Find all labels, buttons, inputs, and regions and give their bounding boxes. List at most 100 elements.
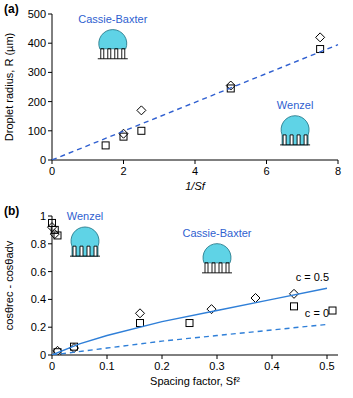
droplet-icon: [70, 227, 100, 256]
point: [329, 307, 336, 314]
annotation: Wenzel: [277, 99, 313, 111]
x-tick-label: 0.2: [154, 360, 169, 372]
x-tick-label: 0.4: [264, 360, 279, 372]
y-tick: [48, 355, 52, 356]
point: [316, 33, 325, 42]
x-tick-label: 6: [263, 165, 269, 177]
y-tick: [48, 327, 52, 328]
x-tick-label: 0.3: [209, 360, 224, 372]
y-tick: [48, 130, 52, 131]
panel-letter: (b): [4, 204, 19, 218]
y-tick: [48, 243, 52, 244]
line-label: c = 0: [305, 307, 329, 319]
y-tick-label: 0: [40, 349, 46, 361]
y-tick: [48, 72, 52, 73]
annotations: WenzelCassie-Baxter: [67, 210, 252, 273]
substrate: [202, 272, 232, 273]
point: [119, 129, 128, 138]
point: [137, 106, 146, 115]
x-tick-label: 8: [335, 165, 341, 177]
y-tick-label: 1: [40, 210, 46, 222]
line: [52, 45, 338, 160]
y-tick: [48, 101, 52, 102]
x-axis-title: 1/Sf: [185, 180, 206, 192]
point: [120, 133, 127, 140]
substrate: [70, 256, 100, 257]
x-tick-label: 0: [49, 165, 55, 177]
pillar: [219, 263, 222, 273]
pillar: [108, 49, 111, 59]
y-tick: [48, 14, 52, 15]
pillar: [115, 49, 118, 59]
droplet: [203, 244, 231, 263]
pillar: [290, 135, 293, 145]
y-tick-label: 0.6: [31, 266, 46, 278]
x-tick: [162, 355, 163, 359]
pillar: [80, 246, 83, 256]
annotation: Cassie-Baxter: [182, 227, 251, 239]
y-tick-label: 200: [28, 96, 46, 108]
panel: 0246801002003004005001/SfDroplet radius,…: [3, 2, 341, 192]
x-axis: [52, 355, 338, 356]
y-tick-label: 100: [28, 125, 46, 137]
pillar: [122, 49, 125, 59]
panel-letter: (a): [4, 2, 19, 16]
pillar: [297, 135, 300, 145]
y-tick-label: 300: [28, 66, 46, 78]
y-tick: [48, 271, 52, 272]
y-axis: [52, 14, 53, 160]
x-tick: [272, 355, 273, 359]
y-tick: [48, 299, 52, 300]
x-tick: [327, 355, 328, 359]
pillar: [226, 263, 229, 273]
x-axis-title: Spacing factor, Sf²: [150, 375, 240, 387]
y-tick-label: 0.2: [31, 321, 46, 333]
droplet: [281, 116, 309, 145]
point: [50, 230, 59, 239]
point: [136, 309, 145, 318]
x-tick: [52, 160, 53, 164]
pillar: [101, 49, 104, 59]
line-labels: c = 0.5 c = 0: [296, 271, 329, 319]
y-tick-label: 0.4: [31, 293, 46, 305]
pillar: [205, 263, 208, 273]
point: [251, 294, 260, 303]
pillar: [283, 135, 286, 145]
x-tick: [107, 355, 108, 359]
x-tick-label: 0.5: [319, 360, 334, 372]
point: [138, 127, 145, 134]
droplet: [71, 227, 99, 256]
point: [291, 303, 298, 310]
y-tick: [48, 43, 52, 44]
line-label: c = 0.5: [296, 271, 329, 283]
x-tick-label: 0: [49, 360, 55, 372]
pillar: [94, 246, 97, 256]
x-tick: [338, 160, 339, 164]
line: [52, 288, 327, 355]
droplet: [99, 30, 127, 49]
point: [186, 320, 193, 327]
x-tick: [195, 160, 196, 164]
y-tick: [48, 160, 52, 161]
droplet-icon: [280, 116, 310, 145]
droplet-icon: [98, 30, 128, 59]
x-tick-label: 2: [120, 165, 126, 177]
y-axis-title: cosθrec - cosθadv: [3, 240, 15, 330]
pillar: [304, 135, 307, 145]
pillar: [87, 246, 90, 256]
y-tick-label: 0.8: [31, 238, 46, 250]
figure: 0246801002003004005001/SfDroplet radius,…: [0, 0, 353, 398]
x-tick-label: 4: [192, 165, 198, 177]
point: [137, 320, 144, 327]
x-tick: [123, 160, 124, 164]
point: [102, 142, 109, 149]
annotations: Cassie-Baxter Wenzel: [78, 13, 313, 145]
plot-area: [48, 219, 337, 355]
panel: 00.10.20.30.40.500.20.40.60.81Spacing fa…: [3, 204, 338, 387]
annotation: Cassie-Baxter: [78, 13, 147, 25]
substrate: [280, 144, 310, 145]
substrate: [98, 58, 128, 59]
y-tick-label: 0: [40, 154, 46, 166]
y-tick: [48, 216, 52, 217]
y-tick-label: 500: [28, 8, 46, 20]
